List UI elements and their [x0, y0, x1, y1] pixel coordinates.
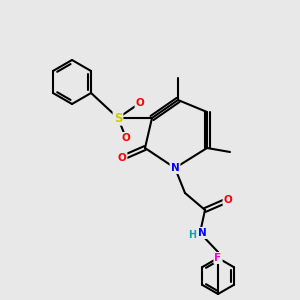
- Text: O: O: [136, 98, 144, 108]
- Text: O: O: [224, 195, 232, 205]
- Text: N: N: [198, 228, 206, 238]
- Text: H: H: [188, 230, 196, 240]
- Text: F: F: [214, 253, 222, 263]
- Text: N: N: [171, 163, 179, 173]
- Text: O: O: [118, 153, 126, 163]
- Text: O: O: [122, 133, 130, 143]
- Text: S: S: [114, 112, 122, 124]
